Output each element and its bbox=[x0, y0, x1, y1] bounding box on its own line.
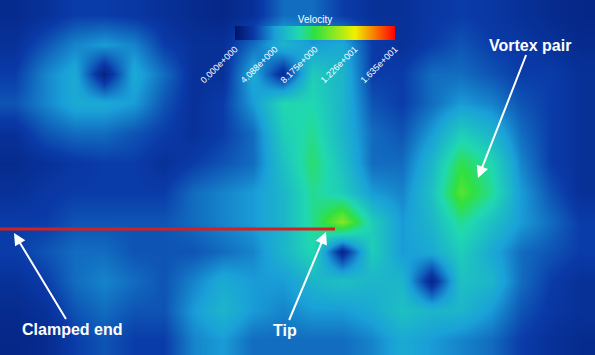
svg-text:Clamped end: Clamped end bbox=[22, 321, 122, 338]
svg-text:Tip: Tip bbox=[273, 322, 297, 339]
svg-text:Vortex pair: Vortex pair bbox=[489, 37, 571, 54]
svg-text:1.635e+001: 1.635e+001 bbox=[359, 44, 400, 85]
svg-text:4.088e+000: 4.088e+000 bbox=[239, 44, 280, 85]
svg-text:0.000e+000: 0.000e+000 bbox=[199, 44, 240, 85]
svg-text:1.226e+001: 1.226e+001 bbox=[319, 44, 360, 85]
svg-text:Velocity: Velocity bbox=[298, 14, 332, 25]
svg-text:8.175e+000: 8.175e+000 bbox=[279, 44, 320, 85]
